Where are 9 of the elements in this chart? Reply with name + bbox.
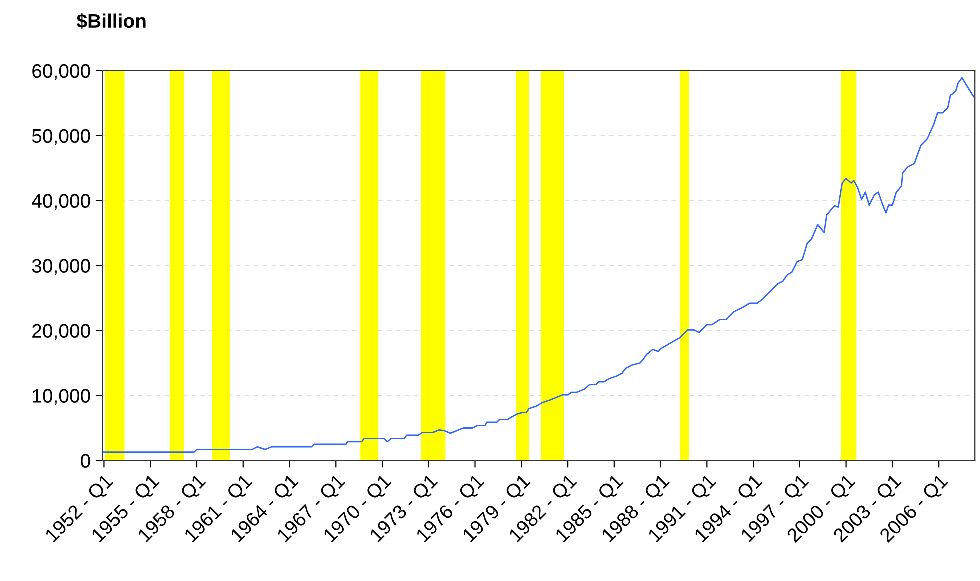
y-tick-label: 50,000 (32, 129, 90, 146)
y-axis-title: $Billion (76, 13, 146, 30)
y-tick-label: 30,000 (32, 259, 90, 276)
y-tick-label: 40,000 (32, 194, 90, 210)
line-series (104, 77, 975, 453)
y-tick-label: 20,000 (32, 324, 90, 340)
y-tick-label: 10,000 (33, 389, 90, 406)
y-tick-label: 0 (81, 454, 90, 468)
y-tick-label: 60,000 (32, 64, 90, 80)
